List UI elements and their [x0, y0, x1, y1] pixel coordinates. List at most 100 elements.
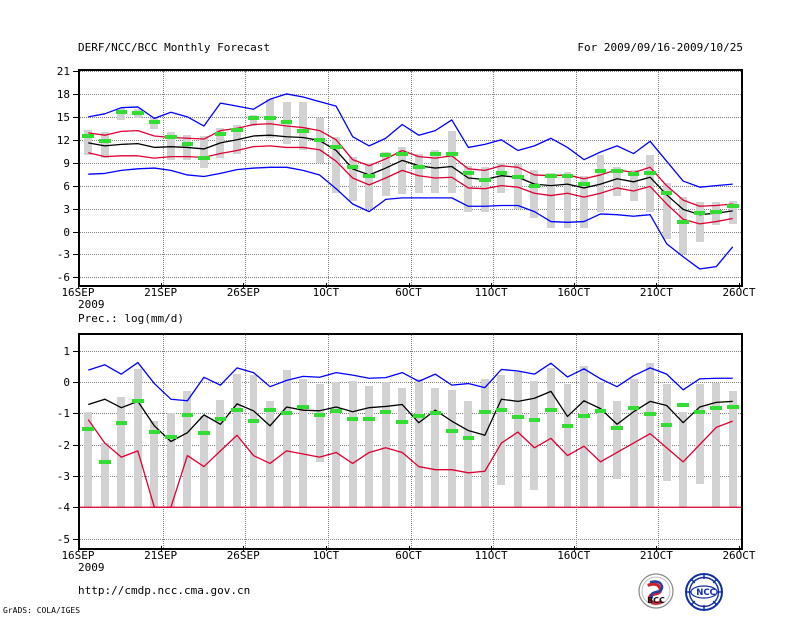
median-marker [132, 399, 144, 404]
ensemble-range-bar [365, 385, 374, 508]
y-axis-tick-mark [73, 93, 78, 95]
y-axis-tick-mark [73, 538, 78, 540]
x-axis-tick-label: 16OCT [557, 549, 591, 562]
y-axis-tick-mark [73, 444, 78, 446]
x-axis-tick-mark [325, 546, 327, 551]
ensemble-range-bar [282, 370, 291, 508]
ensemble-range-bar [513, 164, 522, 209]
series-line [88, 166, 734, 270]
y-axis-tick-label: -4 [56, 501, 70, 515]
median-marker [446, 151, 458, 156]
ensemble-range-bar [613, 401, 622, 480]
median-marker [396, 151, 409, 156]
ensemble-range-bar [249, 375, 258, 508]
x-axis-tick-label: 11OCT [474, 286, 508, 299]
median-marker [363, 416, 375, 421]
ensemble-range-bar [414, 153, 423, 194]
y-axis-tick-label: 1 [63, 344, 70, 358]
source-url[interactable]: http://cmdp.ncc.cma.gov.cn [78, 584, 251, 597]
ensemble-range-bar [596, 381, 605, 508]
ensemble-range-bar [365, 162, 374, 209]
x-axis-tick-label: 21SEP [144, 549, 178, 562]
ensemble-range-bar [117, 397, 126, 508]
ensemble-range-bar [646, 155, 655, 212]
median-marker [611, 169, 623, 174]
median-marker [198, 430, 210, 435]
median-marker [644, 411, 656, 416]
x-axis-tick-label: 1OCT [312, 286, 340, 299]
y-axis-tick-label: -3 [56, 469, 70, 483]
svg-text:BCC: BCC [647, 596, 665, 605]
ensemble-range-bar [299, 378, 308, 508]
y-axis-tick-mark [73, 208, 78, 210]
y-axis-tick-mark [73, 162, 78, 164]
x-axis-tick-label: 6OCT [395, 549, 422, 562]
y-axis-tick-mark [73, 139, 78, 141]
median-marker [99, 139, 111, 144]
ensemble-range-bar [332, 136, 341, 194]
y-axis-tick-mark [73, 413, 78, 415]
y-axis-tick-mark [73, 231, 78, 233]
temperature-axis-year: 2009 [78, 298, 105, 311]
ensemble-range-bar [414, 378, 423, 508]
median-marker [495, 408, 508, 413]
ensemble-range-bar [662, 383, 671, 481]
y-axis-tick-mark [73, 350, 78, 352]
median-marker [346, 416, 359, 421]
median-marker [346, 164, 359, 169]
median-marker [512, 175, 524, 180]
ensemble-range-bar [398, 387, 407, 508]
series-line [88, 93, 733, 188]
svg-text:NCC: NCC [696, 588, 716, 598]
ensemble-range-bar [662, 182, 671, 240]
y-axis-tick-label: 15 [56, 110, 70, 124]
ensemble-range-bar [563, 383, 572, 508]
median-marker [379, 409, 392, 414]
median-marker [726, 405, 739, 410]
series-line [88, 134, 733, 216]
x-axis-tick-mark [408, 283, 410, 288]
y-axis-tick-mark [73, 116, 78, 118]
median-marker [280, 120, 293, 125]
median-marker [693, 409, 706, 414]
ensemble-range-bar [332, 381, 341, 508]
ensemble-range-bar [679, 411, 688, 508]
ensemble-range-bar [249, 115, 258, 127]
series-overlay [88, 93, 734, 270]
y-axis-tick-label: -2 [56, 438, 70, 452]
x-axis-tick-mark [491, 546, 493, 551]
y-axis-tick-label: -6 [56, 271, 70, 285]
series-line [88, 145, 733, 225]
x-axis-tick-mark [78, 546, 79, 551]
ensemble-range-bar [199, 135, 208, 169]
median-marker [462, 435, 475, 440]
median-marker [594, 408, 607, 413]
median-marker [627, 405, 640, 410]
x-axis-tick-mark [160, 546, 162, 551]
median-marker [479, 409, 491, 414]
grads-credit: GrADS: COLA/IGES [3, 606, 81, 615]
ensemble-range-bar [546, 172, 555, 229]
x-axis-tick-mark [739, 283, 740, 288]
median-marker [429, 410, 442, 415]
ensemble-range-bar [315, 384, 324, 462]
median-marker [363, 174, 375, 179]
median-marker [181, 412, 194, 417]
median-marker [594, 169, 607, 174]
ensemble-range-bar [464, 400, 473, 508]
y-axis-tick-mark [73, 507, 78, 509]
median-marker [561, 174, 574, 179]
forecast-period: For 2009/09/16-2009/10/25 [577, 41, 743, 54]
x-axis-tick-label: 16SEP [61, 286, 95, 299]
median-marker [165, 135, 177, 140]
median-marker [528, 418, 541, 423]
median-marker [412, 164, 425, 169]
ensemble-range-bar [580, 365, 588, 508]
median-marker [677, 220, 689, 225]
ensemble-range-bar [530, 381, 539, 491]
median-marker [231, 407, 243, 412]
ensemble-range-bar [266, 400, 274, 508]
y-axis-tick-label: 0 [63, 375, 70, 389]
x-axis-tick-label: 16OCT [557, 286, 591, 299]
ensemble-range-bar [233, 374, 241, 508]
